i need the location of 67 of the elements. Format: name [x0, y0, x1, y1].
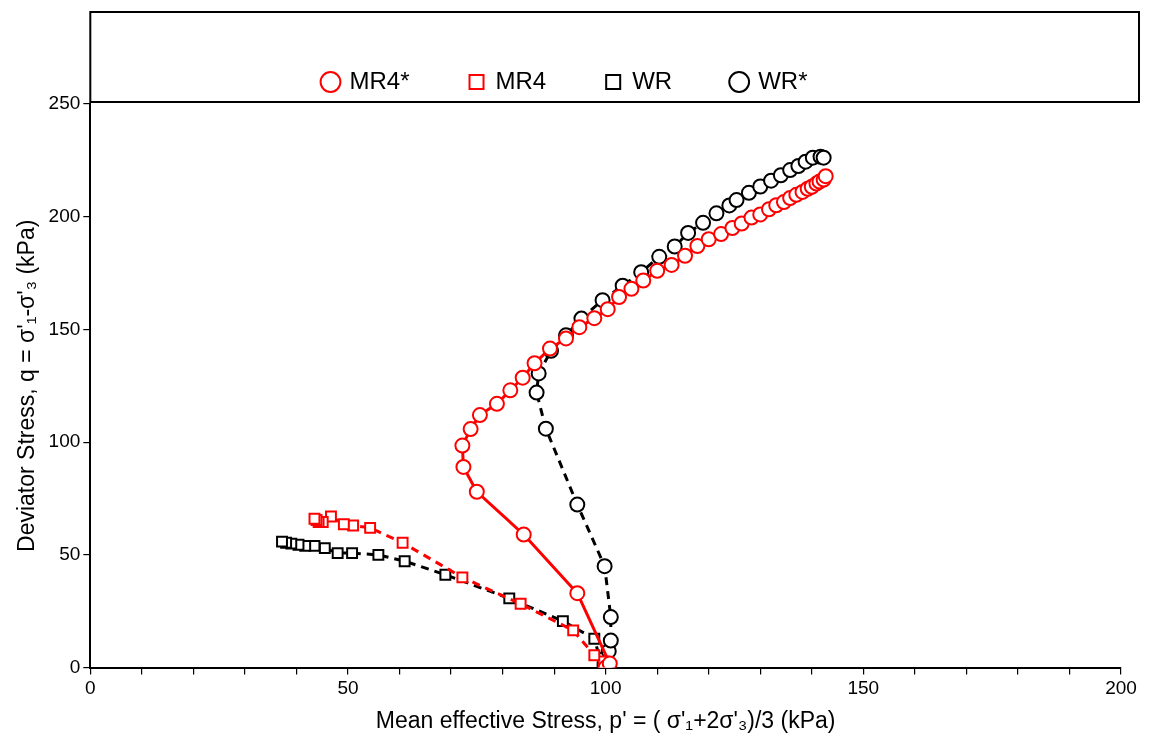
point — [468, 483, 485, 500]
point — [649, 262, 666, 279]
y-tick-label: 150 — [48, 317, 81, 339]
point — [611, 288, 628, 305]
point — [456, 571, 469, 584]
legend-label: MR4* — [349, 66, 410, 94]
point — [663, 256, 680, 273]
point — [502, 382, 519, 399]
point — [586, 310, 603, 327]
legend-label: MR4 — [495, 66, 547, 94]
point — [651, 248, 668, 265]
point — [695, 214, 712, 231]
point — [514, 597, 527, 610]
point — [635, 272, 652, 289]
y-tick-label: 200 — [48, 204, 81, 226]
point — [471, 407, 488, 424]
point — [526, 355, 543, 372]
point — [569, 585, 586, 602]
point — [588, 649, 601, 662]
y-tick-label: 0 — [69, 655, 81, 677]
point — [455, 458, 472, 475]
point — [462, 421, 479, 438]
x-tick-label: 100 — [589, 677, 622, 699]
point — [454, 437, 471, 454]
y-tick-label: 250 — [48, 92, 81, 114]
x-tick-label: 0 — [85, 677, 96, 699]
x-tick-label: 200 — [1105, 677, 1137, 699]
point — [713, 226, 730, 243]
point — [602, 632, 619, 649]
point — [515, 526, 532, 543]
point — [331, 547, 344, 560]
point — [700, 231, 717, 248]
point — [346, 547, 359, 560]
point — [623, 280, 640, 297]
point — [364, 521, 377, 534]
point — [318, 542, 331, 555]
y-axis-title: Deviator Stress, q = σ'₁-σ'₃ (kPa) — [13, 219, 40, 552]
point — [602, 609, 619, 626]
point — [677, 247, 694, 264]
point — [276, 535, 288, 548]
point — [571, 319, 588, 336]
point — [439, 568, 452, 581]
point — [398, 555, 411, 568]
point — [708, 205, 725, 222]
point — [599, 301, 616, 318]
y-tick-label: 100 — [48, 430, 81, 452]
point — [528, 384, 545, 401]
point — [396, 536, 409, 549]
x-axis-title: Mean effective Stress, p' = ( σ'₁+2σ'₃)/3 (kPa) — [375, 706, 836, 733]
x-tick-label: 50 — [337, 677, 359, 699]
point — [596, 558, 613, 575]
point — [372, 548, 385, 561]
point — [537, 420, 554, 437]
point — [689, 238, 706, 255]
legend-label: WR — [632, 66, 673, 94]
point — [680, 224, 697, 241]
point — [514, 369, 531, 386]
y-tick-label: 50 — [59, 543, 81, 565]
point — [740, 184, 757, 201]
point — [488, 395, 505, 412]
point — [569, 496, 586, 513]
point — [728, 192, 745, 209]
point — [337, 518, 350, 531]
legend-label: WR* — [758, 66, 808, 94]
point — [666, 238, 683, 255]
x-tick-label: 150 — [847, 677, 880, 699]
point — [567, 624, 580, 637]
